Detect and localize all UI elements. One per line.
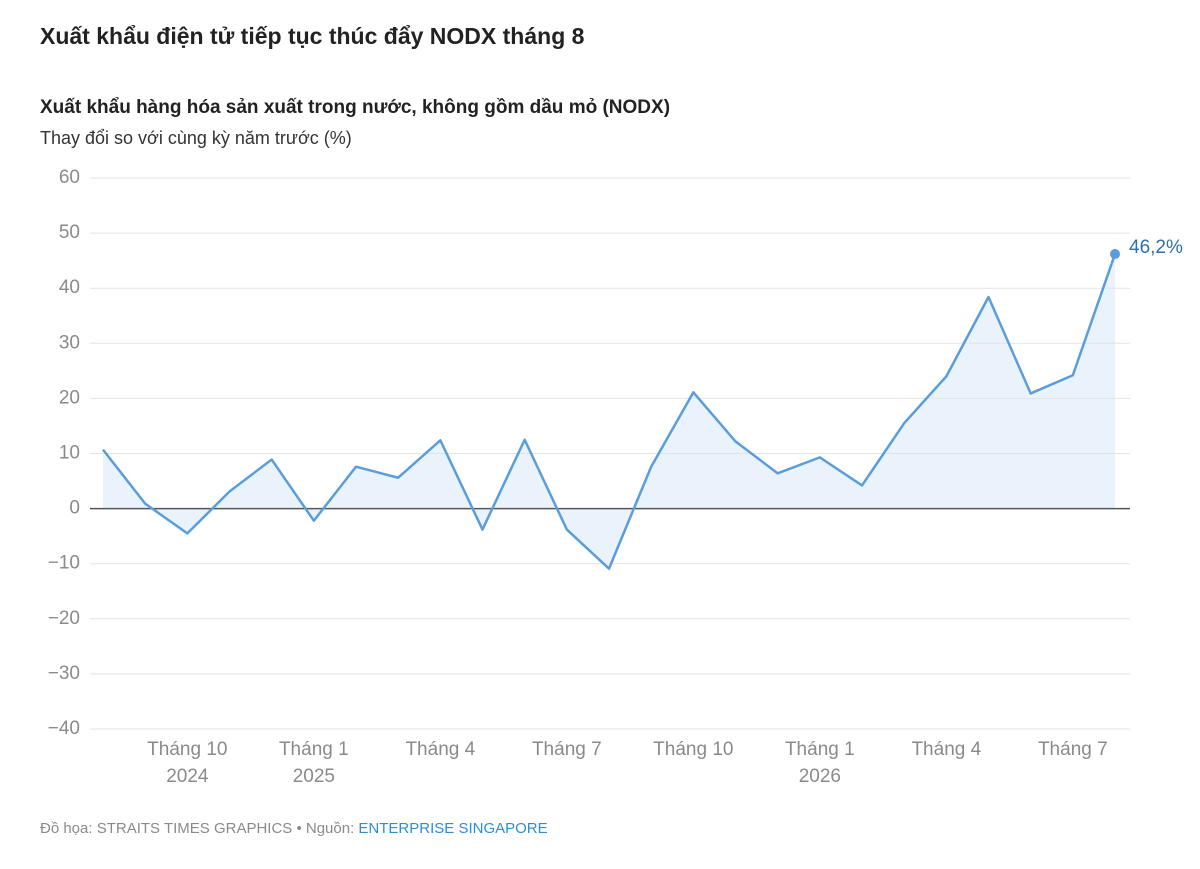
y-tick-label: 60 (59, 167, 80, 188)
area (103, 254, 1115, 569)
x-tick-line: Tháng 1 (279, 739, 349, 760)
y-tick-label: −20 (48, 608, 80, 629)
line (102, 253, 1117, 570)
x-tick-label: Tháng 1 2026 (785, 739, 855, 787)
x-tick-line: Tháng 1 (785, 739, 855, 760)
chart-subtitle: Xuất khẩu hàng hóa sản xuất trong nước, … (40, 97, 670, 118)
source: ENTERPRISE SINGAPORE (358, 820, 547, 837)
y-tick-label: 40 (59, 277, 80, 298)
y-tick-label: −40 (48, 718, 80, 739)
y-tick-label: −30 (48, 663, 80, 684)
y-tick-label: 50 (59, 222, 80, 243)
chart-title: Xuất khẩu điện tử tiếp tục thúc đẩy NODX… (40, 23, 585, 49)
x-tick-label: Tháng 10 2024 (147, 739, 227, 787)
y-tick-label: −10 (48, 553, 80, 574)
x-tick-line: Tháng 10 (653, 739, 733, 760)
x-tick-label: Tháng 1 2025 (279, 739, 349, 787)
y-tick-label: 20 (59, 387, 80, 408)
x-tick-label: Tháng 7 (1038, 739, 1108, 760)
x-tick-line: 2026 (799, 766, 841, 787)
y-axis-label: Thay đổi so với cùng kỳ năm trước (%) (40, 128, 352, 148)
x-tick-label: Tháng 7 (532, 739, 602, 760)
y-tick-label: 10 (59, 443, 80, 464)
x-tick-line: Tháng 7 (532, 739, 602, 760)
x-tick-line: Tháng 4 (911, 739, 981, 760)
x-tick-line: 2024 (166, 766, 209, 787)
x-tick-line: 2025 (293, 766, 335, 787)
x-tick-label: Tháng 4 (911, 739, 981, 760)
credit: Đồ họa: STRAITS TIMES GRAPHICS • Nguồn: (40, 820, 358, 837)
y-tick-label: 0 (69, 498, 80, 519)
x-tick-line: Tháng 10 (147, 739, 227, 760)
end-point (1110, 249, 1120, 260)
x-tick-line: Tháng 4 (405, 739, 475, 760)
x-tick-label: Tháng 4 (405, 739, 475, 760)
value-label: 46,2% (1129, 237, 1183, 258)
grid (90, 177, 1130, 730)
x-tick-label: Tháng 10 (653, 739, 733, 760)
footer: Đồ họa: STRAITS TIMES GRAPHICS • Nguồn: … (40, 820, 548, 837)
x-tick-line: Tháng 7 (1038, 739, 1108, 760)
y-tick-label: 30 (59, 332, 80, 353)
